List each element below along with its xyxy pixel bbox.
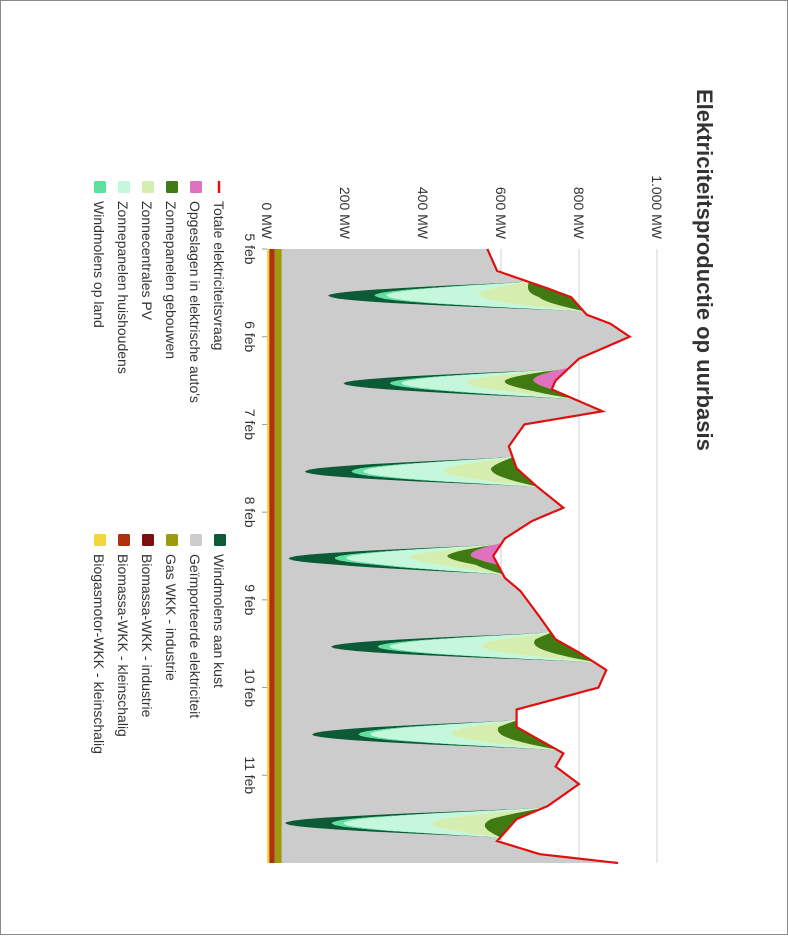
biogas-area [267, 249, 270, 863]
legend-label: Totale elektriciteitsvraag [211, 201, 227, 350]
x-tick-label: 7 feb [242, 409, 258, 440]
biomassa-klein-area [269, 249, 275, 863]
legend-label: Biogasmotor-WKK - kleinschalig [91, 554, 107, 754]
legend-label: Geïmporteerde elektriciteit [187, 554, 203, 718]
y-tick-label: 400 MW [415, 187, 431, 240]
legend-swatch [142, 534, 154, 546]
chart-title: Elektriciteitsproductie op uurbasis [692, 89, 717, 451]
legend-swatch [94, 181, 106, 193]
x-tick-label: 6 feb [242, 321, 258, 352]
x-tick-label: 9 feb [242, 584, 258, 615]
legend-label: Windmolens op land [91, 201, 107, 328]
x-tick-label: 10 feb [242, 668, 258, 707]
x-tick-label: 8 feb [242, 497, 258, 528]
legend-label: Biomassa-WKK - industrie [139, 554, 155, 718]
legend-label: Zonnepanelen huishoudens [115, 201, 131, 374]
y-tick-label: 800 MW [571, 187, 587, 240]
legend-label: Windmolens aan kust [211, 554, 227, 688]
legend-swatch [214, 534, 226, 546]
legend-swatch [118, 534, 130, 546]
legend-swatch [166, 534, 178, 546]
zon-huishoudens-area [343, 249, 630, 863]
gas-wkk-area [274, 249, 282, 863]
x-tick-label: 5 feb [242, 233, 258, 264]
legend-swatch [118, 181, 130, 193]
import-area [281, 249, 630, 863]
legend-label: Opgeslagen in elektrische auto's [187, 201, 203, 403]
y-tick-label: 200 MW [337, 187, 353, 240]
legend-swatch [166, 181, 178, 193]
legend-label: Zonnecentrales PV [139, 201, 155, 321]
demand-line [486, 248, 632, 865]
legend-swatch [94, 534, 106, 546]
y-tick-label: 1.000 MW [649, 175, 665, 240]
legend-label: Biomassa-WKK - kleinschalig [115, 554, 131, 737]
legend-label: Gas WKK - industrie [163, 554, 179, 681]
legend-swatch [190, 534, 202, 546]
legend-swatch [142, 181, 154, 193]
legend-swatch [190, 181, 202, 193]
y-tick-label: 600 MW [493, 187, 509, 240]
legend-label: Zonnepanelen gebouwen [163, 201, 179, 359]
x-tick-label: 11 feb [242, 756, 258, 794]
y-tick-label: 0 MW [259, 202, 275, 239]
